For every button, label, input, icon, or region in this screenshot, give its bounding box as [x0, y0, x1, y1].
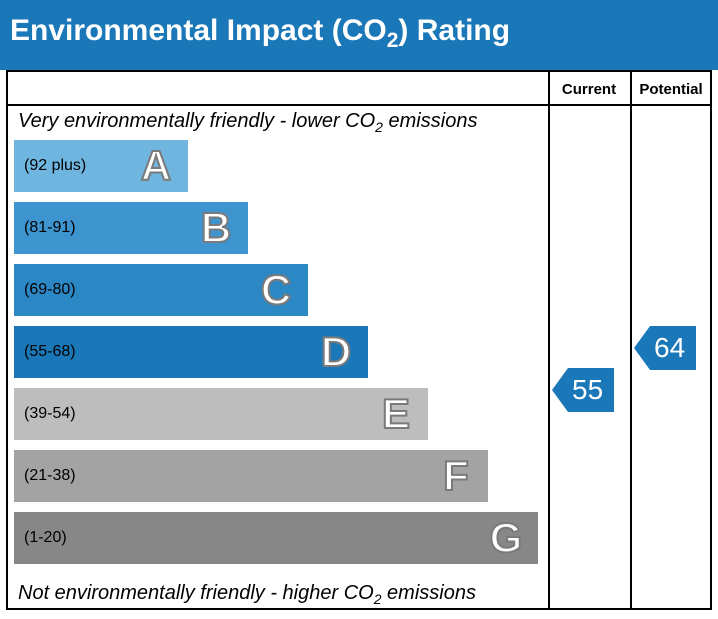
- svg-text:F: F: [443, 452, 469, 499]
- svg-text:G: G: [490, 514, 523, 561]
- band-letter-c: C: [254, 264, 298, 316]
- eir-chart-container: Environmental Impact (CO2) Rating Curren…: [0, 0, 718, 619]
- svg-text:B: B: [201, 204, 231, 251]
- note-top-prefix: Very environmentally friendly - lower CO: [18, 110, 375, 132]
- title-suffix: ) Rating: [398, 14, 510, 47]
- title-prefix: Environmental Impact (CO: [10, 14, 387, 47]
- note-bottom: Not environmentally friendly - higher CO…: [18, 582, 476, 607]
- column-header-current: Current: [548, 72, 630, 106]
- band-letter-e: E: [374, 388, 418, 440]
- note-bottom-sub: 2: [374, 591, 382, 607]
- band-letter-b: B: [194, 202, 238, 254]
- svg-text:A: A: [141, 142, 171, 189]
- rating-band-c: (69-80) C: [14, 264, 308, 316]
- potential-rating-pointer: 64: [634, 326, 704, 370]
- band-range-label: (39-54): [14, 405, 76, 423]
- title-subscript: 2: [387, 29, 399, 52]
- chart-title: Environmental Impact (CO2) Rating: [10, 14, 510, 47]
- rating-band-e: (39-54) E: [14, 388, 428, 440]
- note-bottom-suffix: emissions: [382, 582, 476, 604]
- note-top: Very environmentally friendly - lower CO…: [18, 110, 477, 135]
- chart-frame: Current Potential Very environmentally f…: [6, 70, 712, 610]
- header-row: Current Potential: [8, 72, 710, 106]
- band-range-label: (81-91): [14, 219, 76, 237]
- rating-band-d: (55-68) D: [14, 326, 368, 378]
- current-rating-pointer: 55: [552, 368, 622, 412]
- title-bar: Environmental Impact (CO2) Rating: [0, 0, 718, 70]
- svg-text:D: D: [321, 328, 351, 375]
- svg-text:C: C: [261, 266, 291, 313]
- band-letter-a: A: [134, 140, 178, 192]
- current-rating-value: 55: [572, 368, 603, 412]
- column-header-potential: Potential: [630, 72, 712, 106]
- potential-rating-value: 64: [654, 326, 685, 370]
- band-letter-g: G: [484, 512, 528, 564]
- band-range-label: (92 plus): [14, 157, 86, 175]
- band-letter-d: D: [314, 326, 358, 378]
- rating-band-g: (1-20) G: [14, 512, 538, 564]
- note-top-suffix: emissions: [383, 110, 477, 132]
- band-range-label: (1-20): [14, 529, 67, 547]
- band-range-label: (69-80): [14, 281, 76, 299]
- rating-band-a: (92 plus) A: [14, 140, 188, 192]
- rating-band-b: (81-91) B: [14, 202, 248, 254]
- band-letter-f: F: [434, 450, 478, 502]
- band-range-label: (21-38): [14, 467, 76, 485]
- svg-text:E: E: [382, 390, 410, 437]
- note-top-sub: 2: [375, 119, 383, 135]
- rating-band-f: (21-38) F: [14, 450, 488, 502]
- column-divider-2: [630, 72, 632, 608]
- band-range-label: (55-68): [14, 343, 76, 361]
- note-bottom-prefix: Not environmentally friendly - higher CO: [18, 582, 374, 604]
- column-divider-1: [548, 72, 550, 608]
